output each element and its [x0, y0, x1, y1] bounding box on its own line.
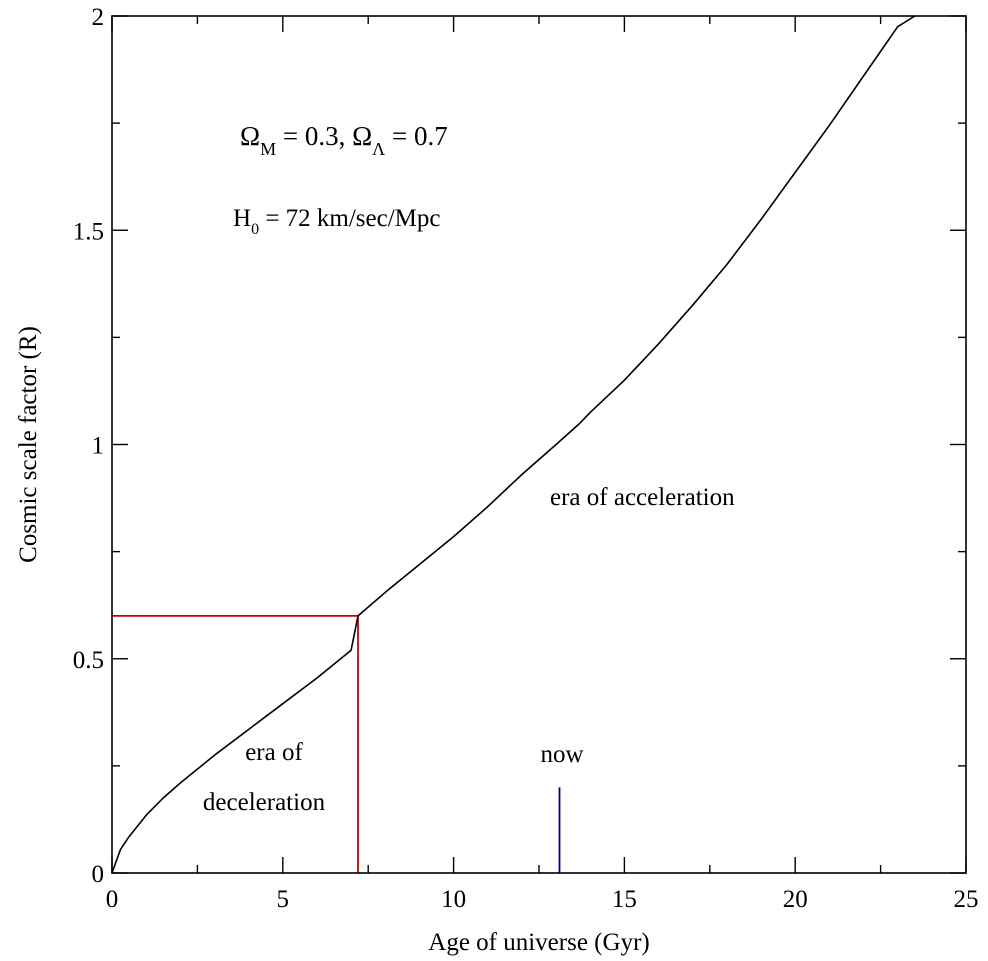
labels: Age of universe (Gyr) Cosmic scale facto… [15, 326, 650, 956]
ticks: 0 5 10 15 20 25 0 0.5 1 1.5 2 [73, 4, 979, 913]
y-tick-label: 0 [92, 861, 105, 888]
era-deceleration-label-line2: deceleration [203, 789, 326, 816]
x-tick-label: 5 [277, 886, 290, 913]
scale-factor-curve [111, 15, 916, 874]
x-tick-label: 20 [783, 886, 808, 913]
omega-lambda-subscript: Λ [372, 139, 385, 159]
x-tick-label: 25 [954, 886, 979, 913]
omega-m-subscript: M [260, 139, 276, 159]
era-acceleration-label: era of acceleration [550, 484, 735, 511]
x-tick-label: 0 [106, 886, 119, 913]
now-label: now [540, 741, 583, 768]
x-axis-label: Age of universe (Gyr) [428, 929, 649, 956]
hubble-symbol: H [233, 205, 251, 232]
hubble-value: = 72 km/sec/Mpc [259, 205, 440, 232]
x-tick-label: 15 [612, 886, 637, 913]
y-tick-label: 2 [92, 4, 105, 31]
omega-m-value: = 0.3, [276, 121, 352, 151]
params-annotation: ΩM = 0.3, ΩΛ = 0.7 [240, 121, 448, 159]
era-deceleration-label-line1: era of [245, 739, 303, 766]
hubble-subscript: 0 [251, 221, 259, 238]
y-tick-label: 1 [92, 433, 105, 460]
transition-marker-line [112, 615, 359, 873]
hubble-annotation: H0 = 72 km/sec/Mpc [233, 205, 441, 238]
omega-lambda-value: = 0.7 [385, 121, 447, 151]
omega-symbol: Ω [240, 121, 260, 151]
y-tick-label: 0.5 [73, 647, 104, 674]
y-tick-label: 1.5 [73, 218, 104, 245]
x-tick-label: 10 [441, 886, 466, 913]
annotations: ΩM = 0.3, ΩΛ = 0.7 H0 = 72 km/sec/Mpc er… [203, 121, 735, 816]
omega-symbol-2: Ω [352, 121, 372, 151]
reference-lines [112, 615, 561, 873]
axes: 0 5 10 15 20 25 0 0.5 1 1.5 2 [73, 4, 979, 913]
series-layer [111, 15, 916, 874]
y-axis-label: Cosmic scale factor (R) [15, 326, 42, 563]
